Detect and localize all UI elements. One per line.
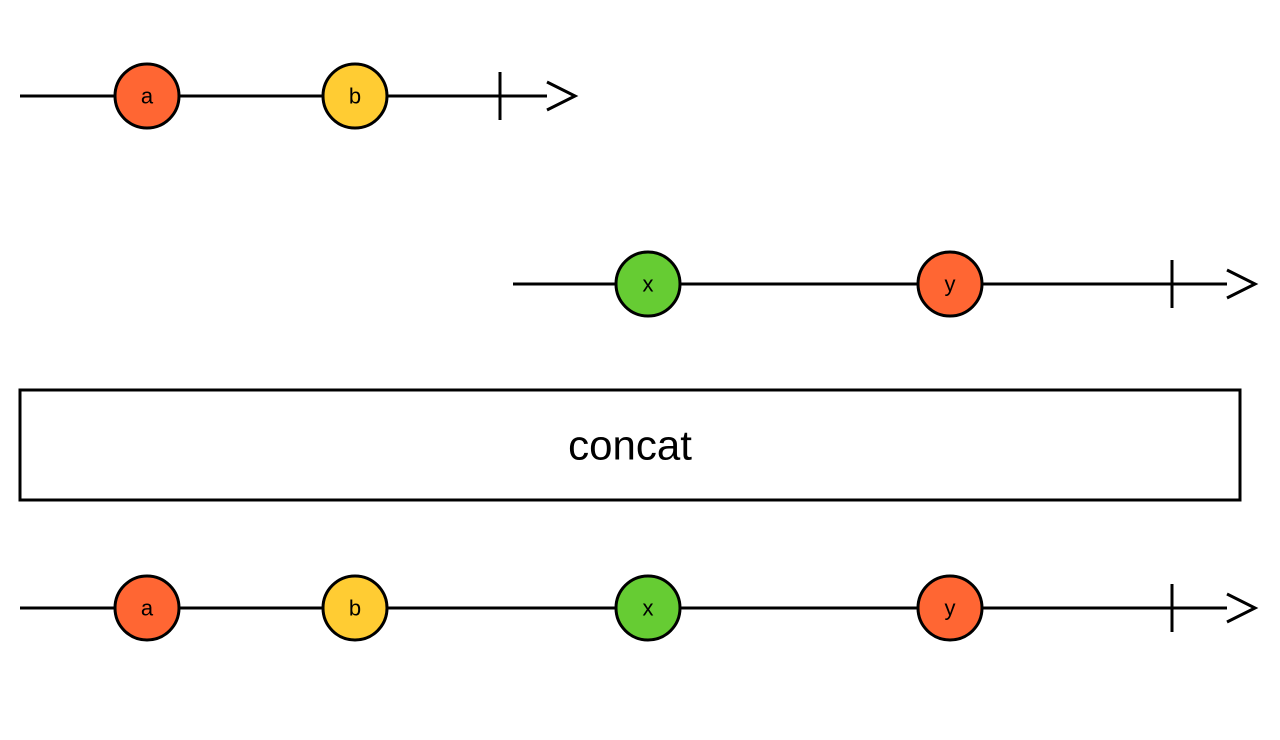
timeline-result: abxy [20, 576, 1255, 640]
arrowhead-icon [1227, 270, 1255, 298]
marble-label: a [141, 84, 154, 109]
marble-b: b [323, 64, 387, 128]
marble-label: a [141, 596, 154, 621]
operator-label: concat [568, 422, 692, 469]
marble-label: x [643, 596, 654, 621]
marble-a: a [115, 64, 179, 128]
arrowhead-icon [547, 82, 575, 110]
marble-b: b [323, 576, 387, 640]
marble-diagram: abxyconcatabxy [0, 0, 1280, 740]
arrowhead-icon [1227, 594, 1255, 622]
marble-label: x [643, 272, 654, 297]
timeline-source1: ab [20, 64, 575, 128]
marble-label: b [349, 596, 361, 621]
marble-y: y [918, 252, 982, 316]
operator-box: concat [20, 390, 1240, 500]
marble-x: x [616, 252, 680, 316]
marble-label: y [945, 272, 956, 297]
marble-x: x [616, 576, 680, 640]
marble-y: y [918, 576, 982, 640]
marble-a: a [115, 576, 179, 640]
marble-label: y [945, 596, 956, 621]
timeline-source2: xy [513, 252, 1255, 316]
marble-label: b [349, 84, 361, 109]
